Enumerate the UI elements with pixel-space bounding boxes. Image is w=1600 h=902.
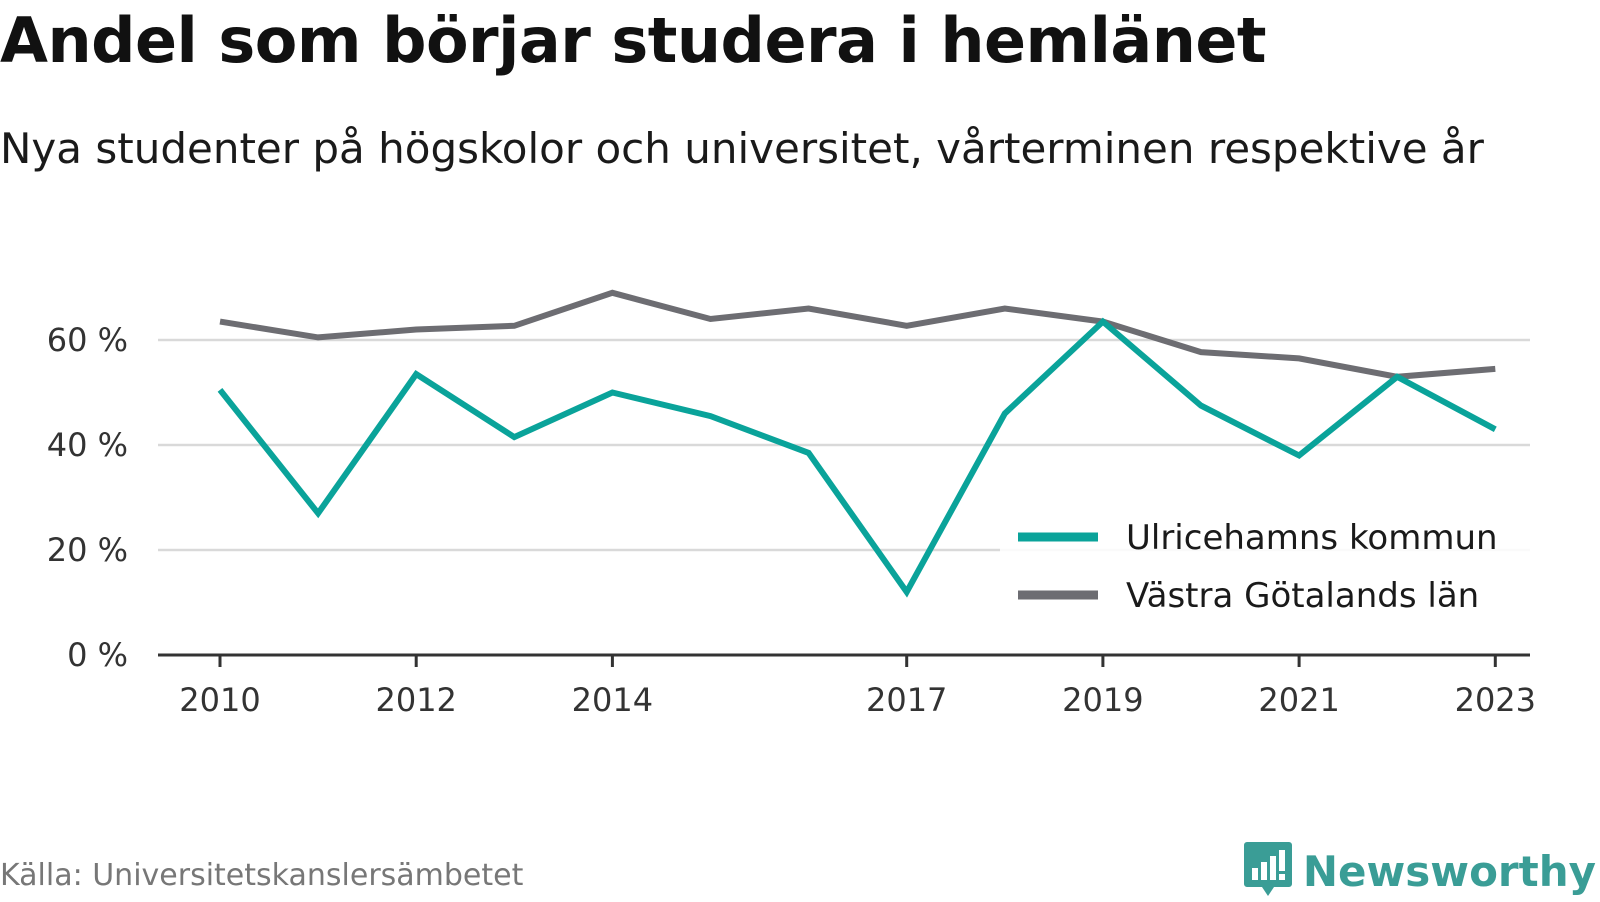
x-tick-label: 2023 (1455, 681, 1536, 719)
chart-title: Andel som börjar studera i hemlänet (0, 4, 1267, 77)
legend: Ulricehamns kommun Västra Götalands län (1000, 510, 1535, 630)
source-note: Källa: Universitetskanslersämbetet (0, 858, 524, 893)
chart-bubble-icon (1243, 840, 1293, 902)
legend-label-2: Västra Götalands län (1126, 576, 1479, 616)
series-line-2 (219, 289, 1496, 380)
legend-background (1000, 510, 1535, 630)
y-tick-label: 60 % (47, 321, 128, 359)
x-tick-label: 2017 (866, 681, 947, 719)
x-tick-label: 2019 (1062, 681, 1143, 719)
line-chart: 0 % 20 % 40 % 60 % 2010 2012 2014 2017 2019 2021… (47, 289, 1536, 719)
brand-logo: Newsworthy (1243, 840, 1596, 902)
series-line-1 (217, 317, 1497, 598)
x-tick-label: 2014 (572, 681, 653, 719)
x-axis-ticks: 2010 2012 2014 2017 2019 2021 2023 (179, 655, 1536, 719)
series-lines (217, 289, 1497, 598)
x-tick-label: 2021 (1258, 681, 1339, 719)
legend-label-1: Ulricehamns kommun (1126, 518, 1498, 558)
brand-name: Newsworthy (1302, 846, 1596, 896)
x-tick-label: 2012 (375, 681, 456, 719)
y-tick-label: 40 % (47, 426, 128, 464)
y-axis-ticks: 0 % 20 % 40 % 60 % (47, 321, 128, 674)
y-tick-label: 0 % (67, 636, 128, 674)
chart-subtitle: Nya studenter på högskolor och universit… (0, 124, 1484, 173)
x-tick-label: 2010 (179, 681, 260, 719)
y-tick-label: 20 % (47, 531, 128, 569)
